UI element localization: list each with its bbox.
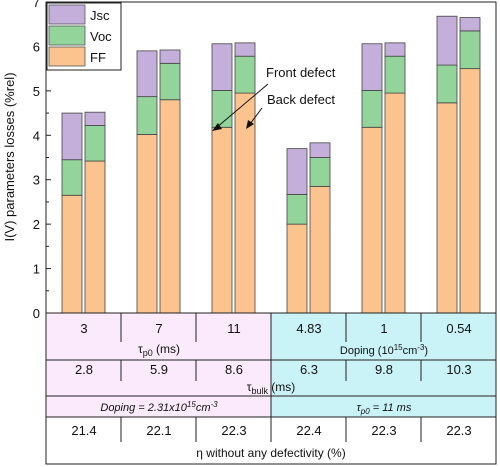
bar-segment-jsc-g3-front [211, 43, 233, 91]
bar-segment-jsc-g6-front [436, 15, 458, 66]
bar-segment-ff-g5-back [384, 92, 406, 314]
row4-value-3: 22.3 [221, 423, 246, 438]
row1-label-right: Doping (1015cm-3) [340, 343, 428, 357]
legend-label-jsc: Jsc [90, 8, 110, 23]
row4-value-1: 21.4 [71, 423, 96, 438]
bar-segment-jsc-g1-front [61, 112, 83, 161]
row1-value-4: 4.83 [296, 321, 321, 336]
bar-segment-jsc-g2-front [136, 50, 158, 98]
row1-label-left: τp0 (ms) [138, 342, 180, 358]
bar-segment-ff-g4-back [309, 185, 331, 314]
y-tick-label: 7 [33, 0, 40, 10]
bar-segment-voc-g3-back [234, 55, 256, 94]
bar-series [61, 15, 481, 314]
y-axis: 0 1 2 3 4 5 6 7 [33, 0, 51, 321]
row1-value-3: 11 [227, 321, 241, 336]
bar-segment-ff-g2-back [159, 99, 181, 314]
bar-segment-voc-g4-front [286, 193, 308, 225]
bar-segment-voc-g5-front [361, 90, 383, 128]
bar-segment-ff-g3-front [211, 126, 233, 314]
row4-value-2: 22.1 [146, 423, 171, 438]
bar-segment-voc-g6-front [436, 64, 458, 104]
y-tick-label: 0 [33, 306, 40, 321]
bar-segment-voc-g5-back [384, 55, 406, 94]
row1-value-1: 3 [80, 321, 87, 336]
row4-value-6: 22.3 [446, 423, 471, 438]
row4-label: η without any defectivity (%) [196, 446, 345, 460]
bar-segment-jsc-g1-back [84, 111, 106, 126]
legend-swatch-ff [48, 46, 86, 67]
bar-segment-ff-g1-front [61, 194, 83, 314]
y-tick-label: 4 [33, 128, 40, 143]
row2-value-2: 5.9 [150, 362, 168, 377]
row2-label: τbulk (ms) [247, 380, 296, 396]
legend: Jsc Voc FF [46, 2, 122, 71]
bar-segment-voc-g3-front [211, 90, 233, 128]
bar-segment-jsc-g2-back [159, 49, 181, 64]
annotation-arrow-front [215, 83, 269, 129]
y-tick-label: 2 [33, 217, 40, 232]
bar-segment-voc-g4-back [309, 157, 331, 187]
legend-swatch-jsc [48, 4, 86, 25]
bar-segment-voc-g2-back [159, 62, 181, 101]
row2-value-5: 9.8 [375, 362, 393, 377]
row2-value-4: 6.3 [300, 362, 318, 377]
bar-segment-jsc-g6-back [459, 17, 481, 32]
bar-segment-ff-g5-front [361, 126, 383, 314]
bar-segment-ff-g6-back [459, 68, 481, 314]
bar-segment-jsc-g5-back [384, 42, 406, 57]
bar-segment-ff-g4-front [286, 223, 308, 314]
row4-value-4: 22.4 [296, 423, 321, 438]
annotation-back-defect: Back defect [267, 92, 335, 107]
bar-segment-ff-g3-back [234, 92, 256, 314]
annotation-arrow-back [249, 107, 263, 125]
legend-label-ff: FF [90, 50, 106, 65]
row2-value-6: 10.3 [446, 362, 471, 377]
row3-left-condition: Doping = 2.31x1015cm-3 [100, 400, 218, 414]
bar-segment-ff-g1-back [84, 160, 106, 314]
bar-segment-voc-g1-back [84, 125, 106, 162]
annotation-arrowhead-back [246, 120, 254, 129]
y-tick-label: 5 [33, 84, 40, 99]
bar-segment-jsc-g4-back [309, 142, 331, 158]
bar-segment-jsc-g4-front [286, 148, 308, 195]
row1-value-6: 0.54 [446, 321, 471, 336]
parameter-table: 3 7 11 4.83 1 0.54 τp0 (ms) Doping (1015… [45, 312, 497, 465]
bar-segment-ff-g2-front [136, 133, 158, 314]
annotation-bg-back [264, 90, 354, 108]
bar-segment-voc-g6-back [459, 30, 481, 70]
legend-swatch-voc [48, 25, 86, 46]
row1-value-2: 7 [155, 321, 162, 336]
table-left-bg [46, 313, 271, 417]
bar-segment-jsc-g3-back [234, 42, 256, 57]
annotation-front-defect: Front defect [266, 65, 336, 80]
row2-value-1: 2.8 [75, 362, 93, 377]
bar-segment-voc-g2-front [136, 96, 158, 135]
y-tick-label: 6 [33, 39, 40, 54]
table-right-bg [271, 313, 496, 417]
annotation-arrowhead-front [212, 123, 222, 131]
row2-value-3: 8.6 [225, 362, 243, 377]
y-tick-label: 3 [33, 173, 40, 188]
bar-segment-jsc-g5-front [361, 43, 383, 91]
y-tick-label: 1 [33, 262, 40, 277]
row3-right-condition: τp0 = 11 ms [357, 402, 412, 416]
row1-value-5: 1 [380, 321, 387, 336]
annotations: Front defect Back defect [212, 63, 358, 131]
y-axis-label: I(V) parameters losses (%rel) [2, 72, 17, 241]
legend-label-voc: Voc [90, 29, 112, 44]
bar-segment-voc-g1-front [61, 159, 83, 196]
row4-value-5: 22.3 [371, 423, 396, 438]
annotation-bg-front [264, 63, 358, 81]
bar-segment-ff-g6-front [436, 102, 458, 314]
